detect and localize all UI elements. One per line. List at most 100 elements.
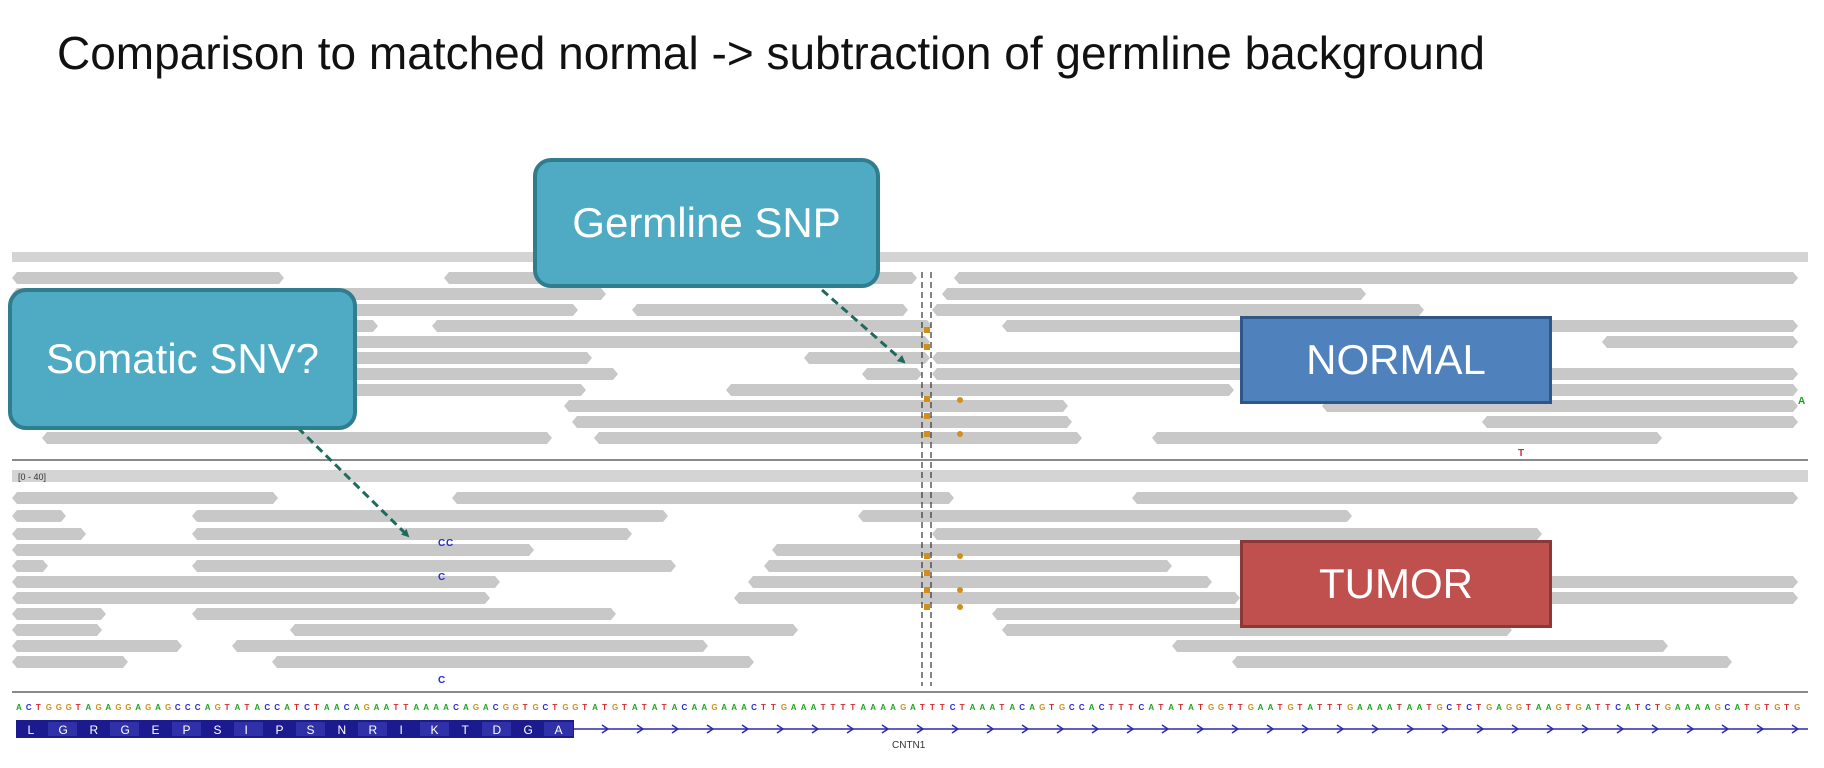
reference-base: A (105, 703, 111, 712)
reference-base: A (980, 703, 986, 712)
read (932, 528, 1542, 540)
read (764, 560, 1172, 572)
amino-acid: L (28, 723, 35, 737)
reference-base: G (1516, 703, 1522, 712)
strand-arrow-icon (1686, 724, 1695, 734)
strand-arrow-icon (1476, 724, 1485, 734)
reference-base: C (453, 703, 459, 712)
slide-title: Comparison to matched normal -> subtract… (57, 27, 1485, 79)
amino-acid: I (400, 723, 403, 737)
normal-variant-base: T (1518, 448, 1524, 459)
reference-base: C (542, 703, 548, 712)
reference-base: A (701, 703, 707, 712)
reference-base: T (1476, 703, 1481, 712)
read (932, 304, 1424, 316)
reference-base: T (393, 703, 398, 712)
somatic-variant-base: C (438, 572, 445, 583)
reference-base: G (1665, 703, 1671, 712)
reference-base: A (652, 703, 658, 712)
somatic-variant-base: C (438, 538, 445, 549)
reference-base: G (1059, 703, 1065, 712)
reference-base: G (533, 703, 539, 712)
read (772, 544, 1272, 556)
amino-acid: G (59, 723, 68, 737)
reference-base: T (821, 703, 826, 712)
read (12, 492, 278, 504)
reference-base: T (831, 703, 836, 712)
reference-base: C (950, 703, 956, 712)
reference-base: T (1566, 703, 1571, 712)
read (1152, 432, 1662, 444)
reference-base: C (493, 703, 499, 712)
normal-coverage-track (12, 252, 1808, 262)
reference-base: G (66, 703, 72, 712)
reference-base: G (1248, 703, 1254, 712)
reference-base: A (860, 703, 866, 712)
reference-base: G (1347, 703, 1353, 712)
strand-arrow-icon (1441, 724, 1450, 734)
strand-arrow-icon (1511, 724, 1520, 734)
reference-base: A (811, 703, 817, 712)
reference-base: T (1635, 703, 1640, 712)
strand-arrow-icon (601, 724, 610, 734)
reference-base: C (26, 703, 32, 712)
strand-arrow-icon (846, 724, 855, 734)
somatic-snv-callout: Somatic SNV? (8, 288, 357, 430)
amino-acid: K (431, 723, 439, 737)
strand-arrow-icon (1581, 724, 1590, 734)
read (12, 576, 500, 588)
reference-base: T (602, 703, 607, 712)
reference-base: T (771, 703, 776, 712)
reference-base: T (642, 703, 647, 712)
reference-base: A (354, 703, 360, 712)
reference-base: A (1377, 703, 1383, 712)
reference-base: C (1466, 703, 1472, 712)
strand-arrow-icon (811, 724, 820, 734)
reference-base: C (1725, 703, 1731, 712)
reference-base: T (1049, 703, 1054, 712)
reference-base: A (1258, 703, 1264, 712)
amino-acid: D (493, 723, 502, 737)
reference-base: A (1536, 703, 1542, 712)
reference-base: A (880, 703, 886, 712)
strand-arrow-icon (1406, 724, 1415, 734)
reference-base: A (910, 703, 916, 712)
reference-base: T (1228, 703, 1233, 712)
strand-arrow-icon (1721, 724, 1730, 734)
read (272, 656, 754, 668)
reference-base: T (1595, 703, 1600, 712)
strand-arrow-icon (916, 724, 925, 734)
reference-base: T (76, 703, 81, 712)
amino-acid: G (524, 723, 533, 737)
reference-base: T (523, 703, 528, 712)
reference-base: T (999, 703, 1004, 712)
reference-base: T (662, 703, 667, 712)
reference-base: A (334, 703, 340, 712)
somatic-snv-label: Somatic SNV? (45, 335, 320, 382)
reference-base: G (56, 703, 62, 712)
reference-base: G (1506, 703, 1512, 712)
strand-arrow-icon (1231, 724, 1240, 734)
read (804, 352, 930, 364)
reference-base: A (1546, 703, 1552, 712)
read (12, 640, 182, 652)
read (12, 608, 106, 620)
read (192, 510, 668, 522)
reference-base: T (850, 703, 855, 712)
reference-base: G (513, 703, 519, 712)
reference-base: A (205, 703, 211, 712)
reference-base: G (115, 703, 121, 712)
reference-base: A (155, 703, 161, 712)
variant-marks: C C C C T A (438, 327, 1805, 686)
reference-base: G (165, 703, 171, 712)
tumor-label-text: TUMOR (1319, 560, 1473, 607)
reference-base: A (672, 703, 678, 712)
read (954, 272, 1798, 284)
read (442, 336, 930, 348)
read (12, 528, 86, 540)
reference-base: C (1019, 703, 1025, 712)
reference-base: A (1407, 703, 1413, 712)
reference-base: A (1188, 703, 1194, 712)
read (1482, 416, 1798, 428)
